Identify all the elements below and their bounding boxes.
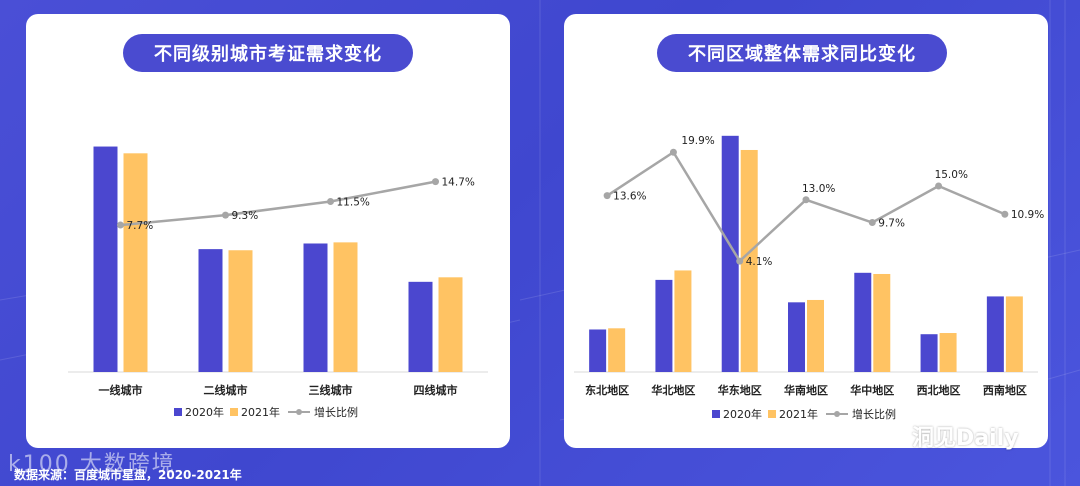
legend-swatch-growth-dot (834, 411, 840, 417)
bar-2021 (674, 270, 692, 372)
growth-point (935, 182, 943, 190)
legend-swatch-2021 (768, 410, 776, 418)
growth-data-label: 9.7% (878, 218, 905, 230)
bar-2020 (788, 302, 805, 372)
bar-2020 (655, 279, 673, 372)
bar-2020 (303, 243, 328, 372)
growth-point (669, 148, 677, 156)
legend-swatch-2020 (712, 410, 720, 418)
growth-point (868, 219, 876, 227)
growth-point (117, 221, 124, 229)
legend-swatch-2021 (230, 408, 238, 416)
growth-data-label: 13.0% (802, 183, 835, 195)
bar-2021 (123, 153, 148, 372)
bar-2021 (807, 299, 824, 372)
city-tier-chart-title: 不同级别城市考证需求变化 (123, 34, 413, 72)
growth-point (603, 192, 611, 200)
legend-label-2020: 2020年 (185, 405, 224, 419)
region-chart: 东北地区 华北地区 华东地区 华南地区 华中地区 西北地区 西南地区 13.6% 19.9% 4.… (574, 135, 1044, 421)
bar-2020 (408, 281, 433, 372)
bar-2020 (589, 329, 607, 372)
bar-2021 (1005, 296, 1023, 372)
bar-2020 (198, 249, 223, 372)
bar-2020 (721, 135, 739, 372)
x-tick-label: 东北地区 (585, 383, 629, 397)
legend-label-2021: 2021年 (779, 407, 818, 421)
growth-point (802, 196, 810, 204)
bar-2021 (608, 328, 626, 372)
growth-data-label: 11.5% (337, 197, 370, 209)
x-tick-label: 华东地区 (718, 383, 762, 397)
x-tick-label: 二线城市 (204, 383, 248, 397)
x-tick-label: 西南地区 (983, 383, 1027, 397)
chart-legend: 2020年 2021年 增长比例 (174, 405, 358, 419)
growth-data-label: 15.0% (935, 169, 968, 181)
region-chart-title: 不同区域整体需求同比变化 (657, 34, 947, 72)
legend-label-2020: 2020年 (723, 407, 762, 421)
bar-2021 (740, 149, 758, 372)
bar-2021 (228, 250, 253, 372)
legend-label-growth: 增长比例 (314, 405, 358, 419)
bar-2020 (854, 272, 872, 372)
growth-line (120, 180, 436, 227)
growth-point (1001, 210, 1009, 218)
growth-data-label: 19.9% (681, 135, 714, 147)
brand-left-watermark: k100 大数跨境 (8, 452, 176, 477)
x-tick-label: 华南地区 (784, 383, 828, 397)
bar-2020 (920, 334, 938, 372)
growth-point (736, 257, 744, 265)
bar-2021 (939, 333, 957, 372)
bar-2020 (986, 296, 1004, 372)
bar-2021 (333, 242, 358, 372)
growth-point (222, 211, 229, 219)
x-tick-label: 三线城市 (309, 383, 353, 397)
x-tick-label: 华中地区 (850, 383, 894, 397)
growth-data-label: 4.1% (746, 256, 773, 268)
bar-2021 (438, 277, 463, 372)
brand-right-watermark: 洞见Daily (876, 420, 1019, 452)
legend-label-growth: 增长比例 (852, 407, 896, 421)
legend-swatch-growth-dot (296, 409, 302, 415)
bar-2021 (873, 273, 891, 372)
region-chart-panel: 不同区域整体需求同比变化 东北地区 华北地区 华东地区 华南地区 华中地区 西北地区 西南地… (564, 14, 1048, 448)
brand-right-text: 洞见Daily (912, 426, 1019, 451)
legend-label-2021: 2021年 (241, 405, 280, 419)
x-tick-label: 一线城市 (99, 383, 143, 397)
growth-data-label: 9.3% (232, 210, 259, 222)
bar-2020 (93, 146, 118, 372)
city-tier-chart-panel: 不同级别城市考证需求变化 一线城市 二线城市 三线城市 四线城市 7.7% 9.3% 11.… (26, 14, 510, 448)
growth-point (432, 178, 439, 186)
growth-data-label: 13.6% (613, 191, 646, 203)
chart-legend: 2020年 2021年 增长比例 (712, 407, 896, 421)
growth-data-label: 7.7% (127, 220, 154, 232)
x-tick-label: 华北地区 (651, 383, 695, 397)
x-tick-label: 四线城市 (414, 383, 458, 397)
wechat-icon (877, 424, 905, 447)
legend-swatch-2020 (174, 408, 182, 416)
x-tick-label: 西北地区 (917, 383, 961, 397)
growth-point (327, 198, 334, 205)
growth-data-label: 10.9% (1011, 209, 1044, 221)
data-source-note: 数据来源：百度城市星盘，2020-2021年 (14, 468, 242, 482)
growth-data-label: 14.7% (442, 177, 475, 189)
